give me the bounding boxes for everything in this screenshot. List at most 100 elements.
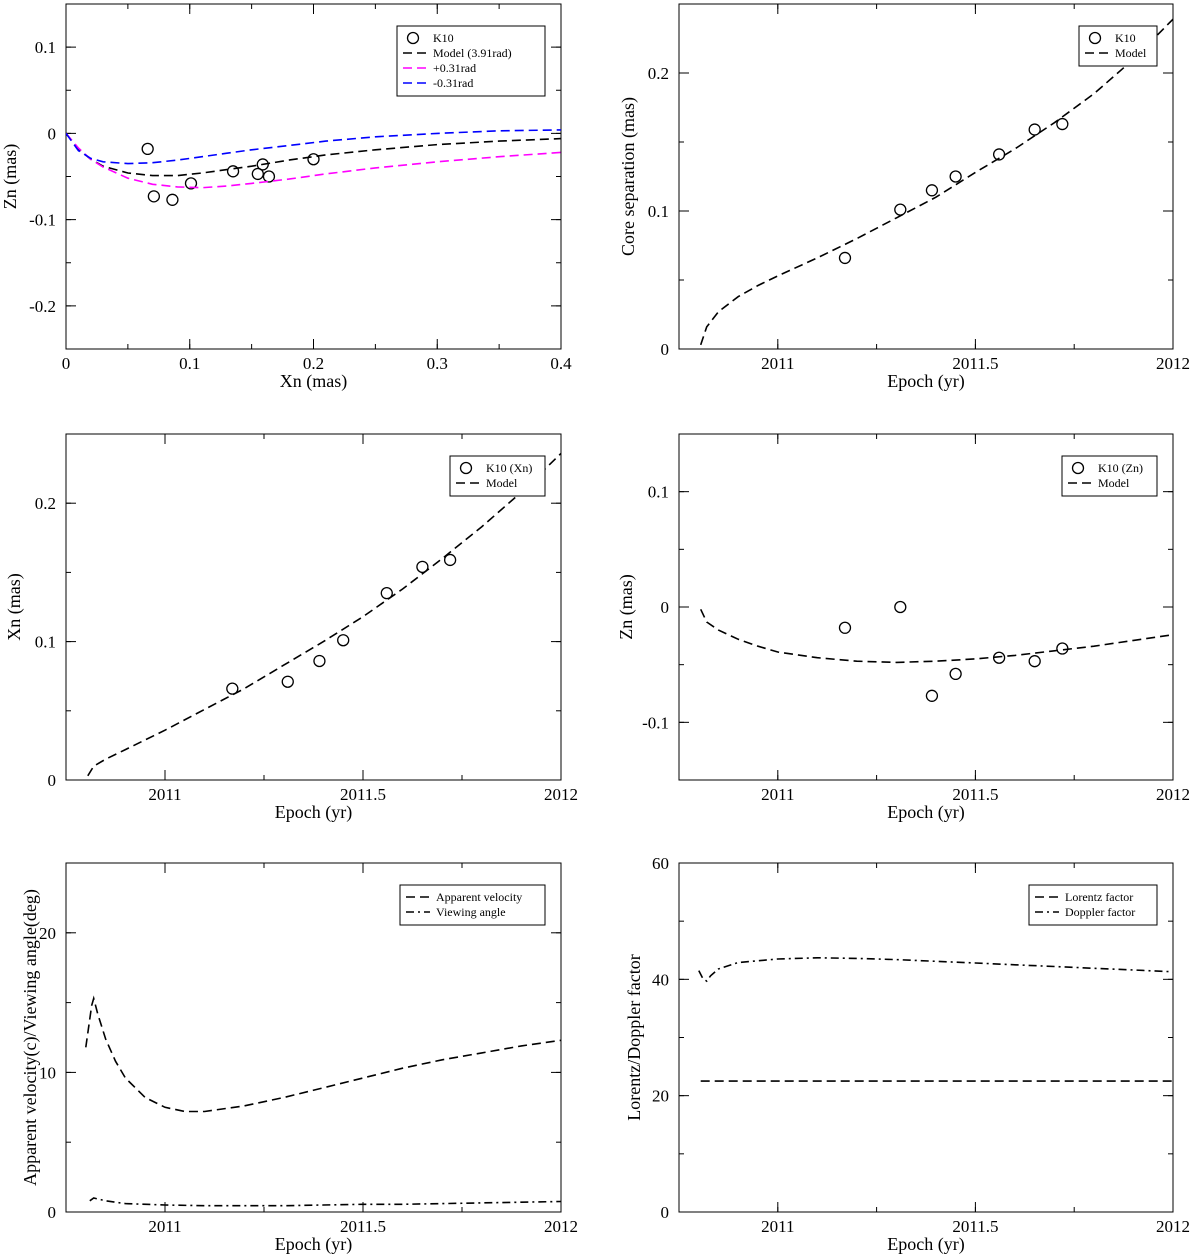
- y-tick-label: 0: [48, 1203, 57, 1222]
- x-tick-label: 2012: [544, 785, 578, 804]
- x-tick-label: 2011.5: [952, 1217, 998, 1236]
- data-layer: [699, 18, 1173, 346]
- y-tick-label: 0: [48, 124, 57, 143]
- panel-3: 2011 2011.5 2012 0 0.1 0.2 Epoch (yr) Xn (mas) K…: [4, 433, 578, 823]
- legend-label: Model: [1098, 476, 1130, 490]
- x-tick-label: 2012: [1156, 354, 1190, 373]
- legend-box: [1028, 884, 1158, 926]
- x-axis-label: Epoch (yr): [887, 802, 964, 823]
- series-line-doppler-factor: [698, 956, 1173, 983]
- y-axis-label: Zn (mas): [616, 574, 637, 639]
- data-point-k10-xn: [226, 682, 239, 695]
- data-layer: [699, 600, 1173, 702]
- series-line-model: [699, 608, 1173, 664]
- legend-marker: [1088, 31, 1102, 45]
- y-axis-label: Apparent velocity(c)/Viewing angle(deg): [20, 889, 41, 1186]
- data-point-k10-xn: [313, 654, 326, 668]
- y-tick-label: 0.1: [35, 38, 56, 57]
- x-axis-label: Xn (mas): [280, 371, 347, 392]
- x-tick-label: 2011: [148, 785, 181, 804]
- legend-label: Model (3.91rad): [433, 46, 512, 60]
- y-tick-label: 40: [652, 970, 669, 989]
- x-tick-label: 2012: [544, 1217, 578, 1236]
- legend-marker: [406, 31, 420, 45]
- data-point-k10: [251, 167, 264, 181]
- x-axis-label: Epoch (yr): [887, 371, 964, 392]
- x-tick-label: 0.1: [179, 354, 200, 373]
- series-line-model-3-91rad: [66, 132, 561, 177]
- y-tick-label: 10: [39, 1063, 56, 1082]
- x-axis-label: Epoch (yr): [887, 1234, 964, 1255]
- data-point-k10-zn: [838, 621, 852, 634]
- legend-label: Model: [486, 476, 518, 490]
- y-tick-label: 20: [39, 924, 56, 943]
- data-point-k10: [262, 170, 276, 183]
- y-tick-label: 20: [652, 1087, 669, 1106]
- data-point-k10-xn: [380, 587, 393, 600]
- y-axis-label: Zn (mas): [0, 144, 21, 209]
- x-tick-label: 2011: [761, 785, 794, 804]
- legend-label: K10 (Xn): [486, 461, 532, 475]
- x-axis-label: Epoch (yr): [275, 1234, 352, 1255]
- series-line-model: [699, 18, 1173, 346]
- y-tick-label: 0.2: [648, 64, 669, 83]
- data-point-k10-zn: [1028, 655, 1041, 668]
- legend: K10 (Xn)Model: [449, 455, 546, 497]
- y-tick-label: 0.1: [35, 633, 56, 652]
- x-tick-label: 2011.5: [952, 354, 998, 373]
- x-tick-label: 2011.5: [952, 785, 998, 804]
- legend-label: +0.31rad: [433, 61, 476, 75]
- data-point-k10-xn: [281, 675, 294, 688]
- data-point-k10: [1056, 117, 1069, 131]
- legend-label: Lorentz factor: [1065, 890, 1133, 904]
- data-point-k10: [925, 184, 939, 197]
- data-point-k10-xn: [337, 634, 350, 647]
- x-tick-label: 0.2: [303, 354, 324, 373]
- x-tick-label: 0.4: [550, 354, 572, 373]
- data-point-k10-zn: [949, 667, 962, 681]
- legend-label: K10: [1115, 31, 1136, 45]
- series-line-model: [87, 452, 561, 777]
- data-point-k10-xn: [443, 553, 457, 567]
- data-point-k10-zn: [1056, 642, 1069, 655]
- data-point-k10: [184, 177, 198, 190]
- series-line-viewing-angle: [89, 1197, 561, 1207]
- plot-frame: [678, 3, 1174, 350]
- data-layer: [87, 452, 561, 777]
- data-point-k10: [1028, 123, 1041, 136]
- data-point-k10: [256, 158, 269, 171]
- legend-box: [1061, 455, 1158, 497]
- legend-label: K10: [433, 31, 454, 45]
- legend: K10 (Zn)Model: [1061, 455, 1158, 497]
- data-point-k10: [147, 190, 161, 203]
- x-tick-label: 0: [62, 354, 71, 373]
- legend-label: Apparent velocity: [436, 890, 522, 904]
- x-tick-label: 2011: [148, 1217, 181, 1236]
- data-point-k10-zn: [894, 600, 907, 614]
- legend-label: Model: [1115, 46, 1147, 60]
- panel-6: 2011 2011.5 2012 0 20 40 60 Epoch (yr) Lorentz/D…: [624, 854, 1190, 1255]
- data-point-k10: [166, 193, 179, 206]
- series-line-0-31rad: [66, 132, 561, 189]
- y-tick-label: 0.1: [648, 483, 669, 502]
- data-point-k10: [838, 251, 852, 265]
- y-tick-label: 0: [661, 598, 670, 617]
- legend-label: Doppler factor: [1065, 905, 1135, 919]
- y-axis-label: Xn (mas): [4, 573, 25, 640]
- panel-2: 2011 2011.5 2012 0 0.1 0.2 Epoch (yr) Core sepa…: [618, 3, 1190, 392]
- y-tick-label: 0: [48, 771, 57, 790]
- y-tick-label: 0: [661, 340, 670, 359]
- legend-box: [396, 25, 546, 97]
- data-point-k10-zn: [925, 689, 939, 702]
- x-tick-label: 2012: [1156, 1217, 1190, 1236]
- data-layer: [698, 956, 1173, 1082]
- y-tick-label: 60: [652, 854, 669, 873]
- x-tick-label: 2011.5: [340, 1217, 386, 1236]
- x-tick-label: 2011.5: [340, 785, 386, 804]
- series-line-apparent-velocity: [85, 995, 561, 1113]
- data-point-k10: [949, 170, 962, 183]
